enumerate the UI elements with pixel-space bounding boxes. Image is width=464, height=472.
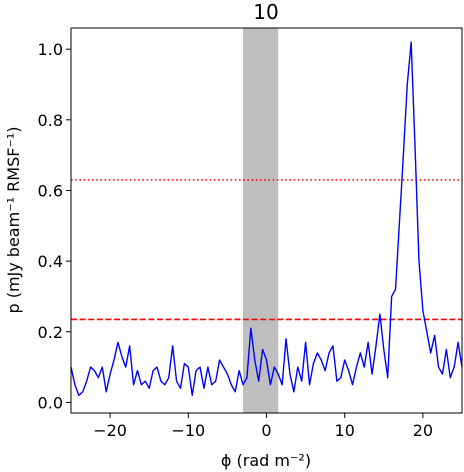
x-tick-label: 20 [413,421,433,440]
y-tick-label: 1.0 [38,40,63,59]
series-line [70,41,463,397]
x-tick-label: −20 [93,421,127,440]
y-tick-label: 0.0 [38,393,63,412]
y-axis-label: p (mJy beam⁻¹ RMSF⁻¹) [4,126,23,313]
y-tick-label: 0.6 [38,181,63,200]
y-tick-label: 0.4 [38,252,63,271]
x-axis-label: ϕ (rad m⁻²) [221,451,311,470]
x-tick-label: −10 [171,421,205,440]
chart-title: 10 [253,0,278,24]
plot-area [70,28,463,413]
y-tick-label: 0.2 [38,323,63,342]
y-tick-label: 0.8 [38,111,63,130]
x-tick-label: 10 [335,421,355,440]
x-tick-label: 0 [261,421,271,440]
axis-ticks: −20 −10 0 10 20 0.0 0.2 0.4 0.6 0.8 1.0 [38,40,434,440]
